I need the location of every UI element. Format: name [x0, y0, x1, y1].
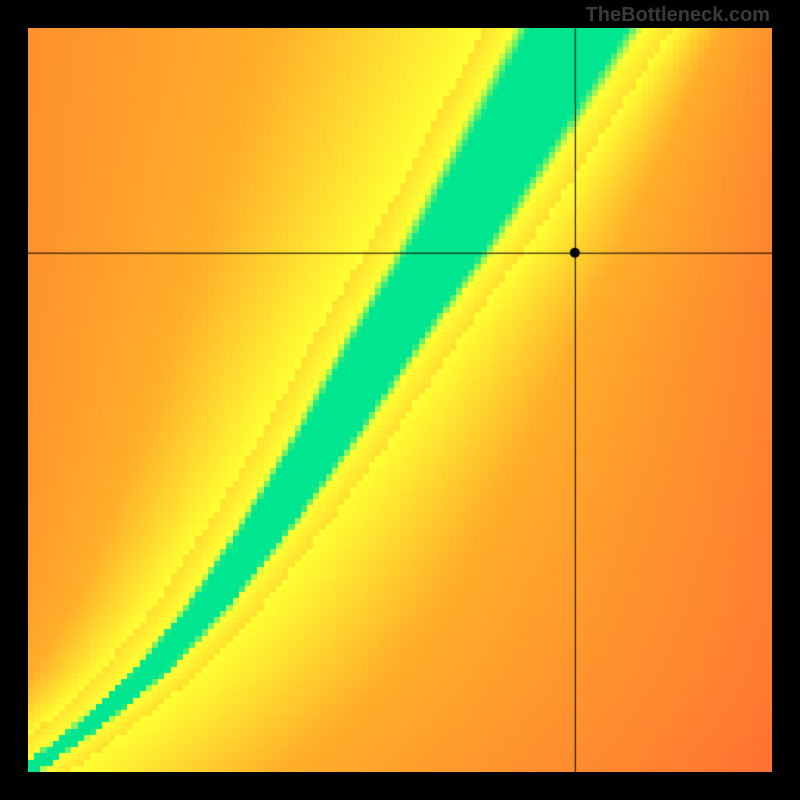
chart-container: TheBottleneck.com — [0, 0, 800, 800]
watermark: TheBottleneck.com — [586, 4, 770, 27]
heatmap-canvas — [28, 28, 772, 772]
